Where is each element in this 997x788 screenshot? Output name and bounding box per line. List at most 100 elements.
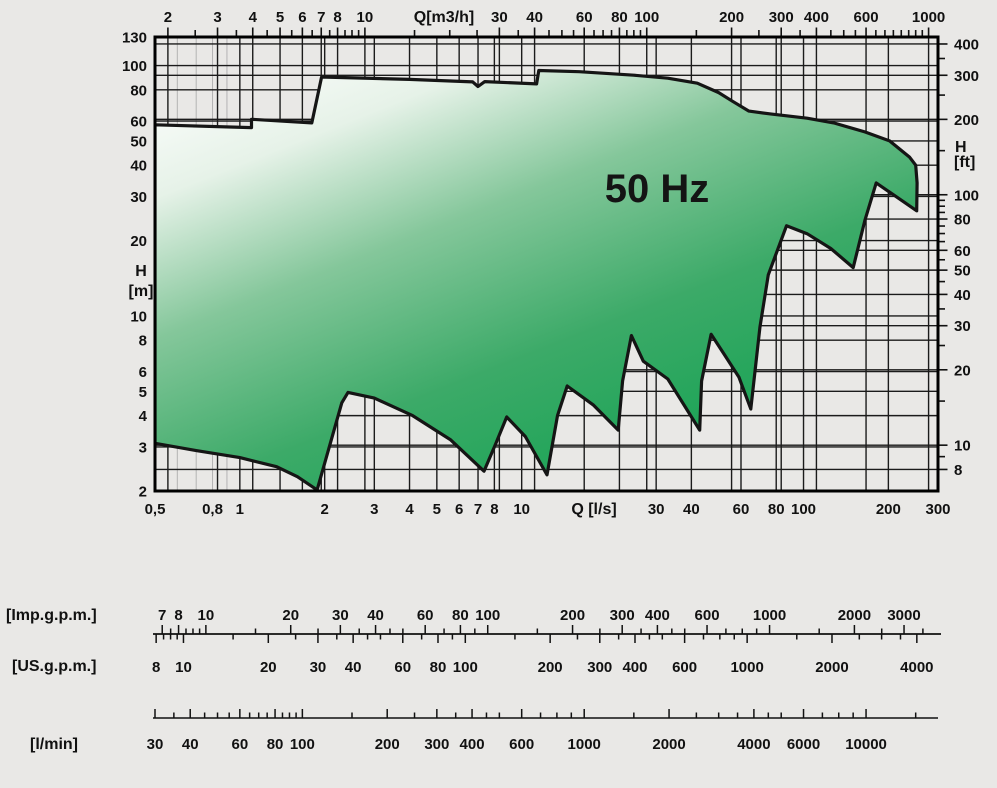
ruler-us-gpm-label: 40 [345, 659, 362, 676]
bottom-tick-label: 7 [474, 501, 482, 518]
right-tick-label: 40 [954, 287, 971, 304]
ruler-lmin-label: 600 [509, 736, 534, 753]
left-tick-label: 20 [130, 233, 147, 250]
ruler-us-gpm: 8 10 20 30 40 60 80 100 200 300 400 600 1000 2000 4000 [152, 633, 941, 676]
ruler-lmin-label: 1000 [568, 736, 601, 753]
right-tick-label: 8 [954, 462, 962, 479]
ruler-imp-gpm: 7 8 10 20 30 40 60 80 100 200 300 400 600 1000 2000 300… [153, 607, 941, 635]
left-tick-label: 4 [139, 408, 148, 425]
top-axis: 2 3 4 5 6 7 8 10 30 40 60 80 100 200 300 400 600 1000 [164, 9, 945, 36]
top-tick-label: 2 [164, 9, 172, 26]
bottom-tick-label: 6 [455, 501, 463, 518]
ruler-lmin-label: 4000 [737, 736, 770, 753]
top-tick-label: 4 [249, 9, 258, 26]
axis-label-right-ft: [ft] [954, 154, 975, 171]
chart-generated-over: 2 3 4 5 6 7 8 10 30 40 60 80 100 200 300 400 600 10004003… [122, 9, 979, 753]
top-tick-label: 1000 [912, 9, 945, 26]
coverage-envelope [155, 68, 919, 491]
coverage-envelope-group [155, 68, 919, 491]
top-tick-label: 8 [333, 9, 341, 26]
ruler-imp-gpm-label: 40 [367, 607, 384, 624]
ruler-us-gpm-label: 4000 [900, 659, 933, 676]
bottom-tick-label: 5 [433, 501, 441, 518]
top-tick-label: 100 [634, 9, 659, 26]
axis-label-left-h: H [135, 263, 147, 280]
bottom-tick-label: 10 [513, 501, 530, 518]
plot-border [153, 35, 940, 493]
ruler-lmin-label: 80 [267, 736, 284, 753]
bottom-tick-label: 1 [236, 501, 244, 518]
right-tick-label: 10 [954, 438, 971, 455]
bottom-axis: 0,5 0,8 1 2 3 4 5 6 7 8 10 30 40 60 80 100 200 300 [145, 501, 951, 518]
bottom-tick-label: 3 [370, 501, 378, 518]
ruler-lmin-label: 300 [424, 736, 449, 753]
ruler-us-gpm-label: 10 [175, 659, 192, 676]
ruler-lmin-label: 10000 [845, 736, 887, 753]
ruler-us-gpm-label: 80 [430, 659, 447, 676]
left-tick-label: 2 [139, 484, 147, 501]
ruler-us-gpm-label: 2000 [815, 659, 848, 676]
ruler-imp-gpm-label: 100 [475, 607, 500, 624]
ruler-us-gpm-label: 400 [622, 659, 647, 676]
ruler-lmin-label: 30 [147, 736, 164, 753]
ruler-imp-gpm-label: 3000 [887, 607, 920, 624]
ruler-imp-gpm-label: 300 [610, 607, 635, 624]
bottom-tick-label: 300 [925, 501, 950, 518]
bottom-tick-label: 8 [490, 501, 498, 518]
ruler-imp-gpm-label: 1000 [753, 607, 786, 624]
ruler-imp-gpm-label: 10 [198, 607, 215, 624]
bottom-tick-label: 2 [321, 501, 329, 518]
ruler-imp-gpm-label: 2000 [838, 607, 871, 624]
top-tick-label: 5 [276, 9, 284, 26]
left-tick-label: 8 [139, 333, 147, 350]
ruler-lmin-label: 100 [290, 736, 315, 753]
ruler-lmin-label: 40 [182, 736, 199, 753]
right-axis: 400 300 200 100 80 60 50 40 30 20 10 8 [939, 36, 979, 479]
ruler-us-gpm-label: 60 [394, 659, 411, 676]
chart-generated-under [155, 37, 938, 491]
top-tick-label: 60 [576, 9, 593, 26]
ruler-imp-gpm-label: 400 [645, 607, 670, 624]
bottom-tick-label: 200 [876, 501, 901, 518]
ruler-imp-gpm-label: 8 [174, 607, 182, 624]
top-tick-label: 30 [491, 9, 508, 26]
ruler-imp-gpm-label: 600 [695, 607, 720, 624]
left-tick-label: 30 [130, 189, 147, 206]
top-tick-label: 600 [854, 9, 879, 26]
bottom-tick-label: 4 [405, 501, 414, 518]
left-tick-label: 100 [122, 58, 147, 75]
ruler-unit-lmin: [l/min] [30, 736, 78, 753]
right-tick-label: 100 [954, 187, 979, 204]
chart-title: 50 Hz [605, 167, 710, 211]
ruler-lmin-label: 400 [460, 736, 485, 753]
ruler-us-gpm-label: 200 [538, 659, 563, 676]
right-tick-label: 20 [954, 362, 971, 379]
ruler-us-gpm-label: 300 [587, 659, 612, 676]
bottom-tick-label: 0,5 [145, 501, 166, 518]
left-tick-label: 50 [130, 133, 147, 150]
top-tick-label: 3 [213, 9, 221, 26]
left-tick-label: 130 [122, 30, 147, 47]
right-tick-label: 300 [954, 68, 979, 85]
left-tick-label: 40 [130, 158, 147, 175]
ruler-lmin-label: 2000 [652, 736, 685, 753]
ruler-lmin-label: 200 [375, 736, 400, 753]
axis-label-right-h: H [955, 139, 967, 156]
ruler-us-gpm-label: 30 [310, 659, 327, 676]
ruler-imp-gpm-label: 30 [332, 607, 349, 624]
ruler-lmin: 30 40 60 80 100 200 300 400 600 1000 2000 4000 6000 1… [147, 709, 938, 753]
top-tick-label: 40 [526, 9, 543, 26]
left-tick-label: 3 [139, 439, 147, 456]
right-tick-label: 400 [954, 36, 979, 53]
top-tick-label: 6 [298, 9, 306, 26]
axis-label-top-q-m3h: Q[m3/h] [414, 9, 474, 26]
ruler-us-gpm-label: 100 [453, 659, 478, 676]
top-tick-label: 80 [611, 9, 628, 26]
left-tick-label: 5 [139, 384, 147, 401]
top-tick-label: 400 [804, 9, 829, 26]
left-tick-label: 80 [130, 82, 147, 99]
right-tick-label: 30 [954, 318, 971, 335]
top-tick-label: 300 [769, 9, 794, 26]
bottom-tick-label: 80 [768, 501, 785, 518]
